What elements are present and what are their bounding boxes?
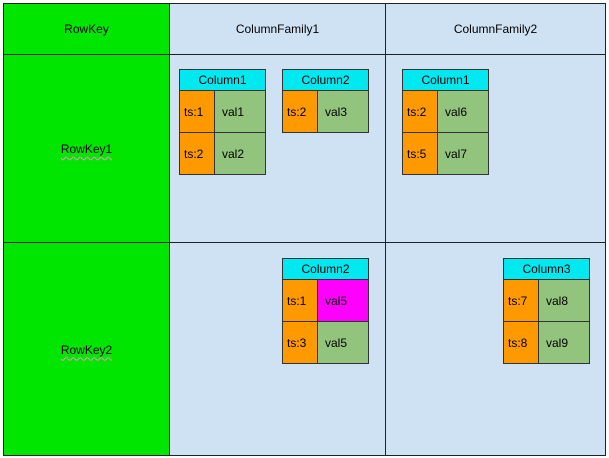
row-divider <box>3 54 606 55</box>
row-key-cell: RowKey1 <box>3 55 170 243</box>
value-cell: val6 <box>437 90 489 133</box>
timestamp-cell: ts:3 <box>282 321 318 364</box>
column-header: Column2 <box>282 69 369 91</box>
timestamp-cell: ts:1 <box>282 279 318 322</box>
timestamp-cell: ts:7 <box>503 279 539 322</box>
value-cell: val3 <box>317 90 369 133</box>
timestamp-cell: ts:2 <box>179 132 215 175</box>
value-cell: val7 <box>437 132 489 175</box>
timestamp-cell: ts:8 <box>503 321 539 364</box>
column-header: Column1 <box>179 69 266 91</box>
value-cell: val8 <box>538 279 590 322</box>
header-family: ColumnFamily1 <box>235 22 320 36</box>
header-family: ColumnFamily2 <box>453 22 538 36</box>
value-cell: val9 <box>538 321 590 364</box>
row-key: RowKey2 <box>60 342 113 357</box>
value-cell: val5 <box>317 279 369 322</box>
timestamp-cell: ts:2 <box>282 90 318 133</box>
row-key-cell: RowKey2 <box>3 243 170 456</box>
timestamp-cell: ts:1 <box>179 90 215 133</box>
value-cell: val2 <box>214 132 266 175</box>
timestamp-cell: ts:5 <box>402 132 438 175</box>
timestamp-cell: ts:2 <box>402 90 438 133</box>
header-rowkey: RowKey <box>64 22 109 36</box>
column-header: Column2 <box>282 258 369 280</box>
value-cell: val1 <box>214 90 266 133</box>
row-key: RowKey1 <box>60 142 113 156</box>
column-header: Column1 <box>402 69 489 91</box>
value-cell: val5 <box>317 321 369 364</box>
row-divider <box>3 242 606 243</box>
rowkey-column <box>3 3 170 456</box>
column-header: Column3 <box>503 258 590 280</box>
